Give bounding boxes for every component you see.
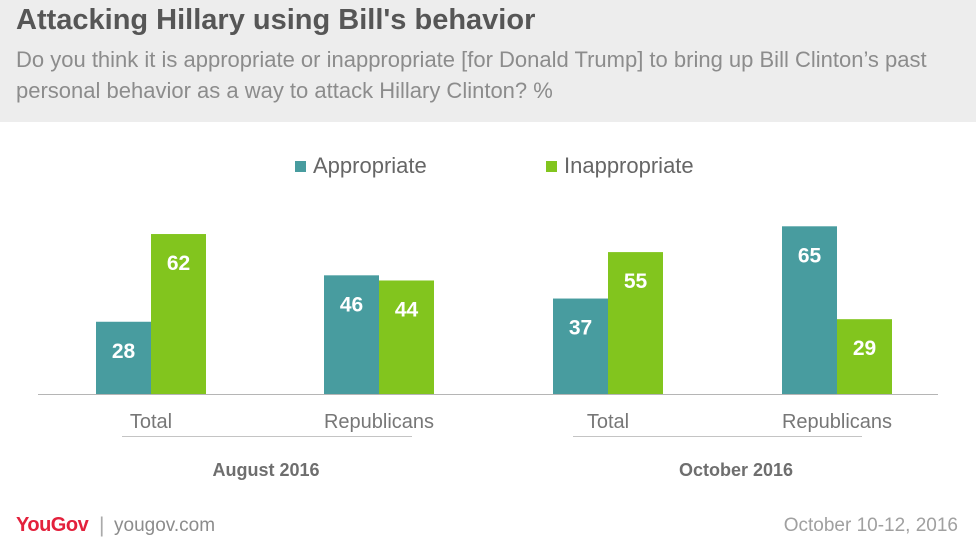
- tick-label-2: Total: [587, 411, 629, 433]
- group-label-0: August 2016: [212, 460, 319, 480]
- yougov-logo: YouGov: [16, 514, 89, 536]
- data-label-appropriate-2: 37: [569, 317, 592, 340]
- legend-label-appropriate: Appropriate: [313, 153, 427, 178]
- legend-label-inappropriate: Inappropriate: [564, 153, 694, 178]
- bar-appropriate-2: [553, 298, 608, 394]
- legend-item-appropriate: Appropriate: [295, 152, 427, 180]
- chart-title: Attacking Hillary using Bill's behavior: [16, 4, 536, 36]
- footer-date: October 10-12, 2016: [783, 515, 958, 536]
- data-label-inappropriate-2: 55: [624, 270, 648, 293]
- data-label-inappropriate-0: 62: [167, 252, 190, 275]
- data-label-appropriate-0: 28: [112, 340, 136, 363]
- data-label-inappropriate-3: 29: [853, 337, 876, 360]
- footer-site: yougov.com: [114, 515, 216, 536]
- legend-swatch-inappropriate: [546, 160, 557, 172]
- legend-item-inappropriate: Inappropriate: [546, 152, 694, 180]
- bar-appropriate-0: [96, 321, 151, 394]
- header: Attacking Hillary using Bill's behavior …: [0, 0, 976, 122]
- legend-swatch-appropriate: [295, 160, 306, 172]
- group-label-1: October 2016: [679, 460, 793, 480]
- tick-label-1: Republicans: [324, 411, 434, 433]
- tick-label-3: Republicans: [782, 411, 892, 433]
- data-label-appropriate-3: 65: [798, 244, 822, 267]
- tick-label-0: Total: [130, 411, 172, 433]
- bar-inappropriate-1: [379, 280, 434, 394]
- bar-appropriate-1: [324, 275, 379, 394]
- footer-separator: |: [99, 514, 105, 537]
- bar-inappropriate-2: [608, 252, 663, 394]
- bar-inappropriate-3: [837, 319, 892, 394]
- chart-subtitle: Do you think it is appropriate or inappr…: [16, 47, 927, 103]
- data-label-inappropriate-1: 44: [395, 298, 419, 321]
- bar-appropriate-3: [782, 226, 837, 394]
- bar-inappropriate-0: [151, 234, 206, 394]
- data-label-appropriate-1: 46: [340, 293, 363, 316]
